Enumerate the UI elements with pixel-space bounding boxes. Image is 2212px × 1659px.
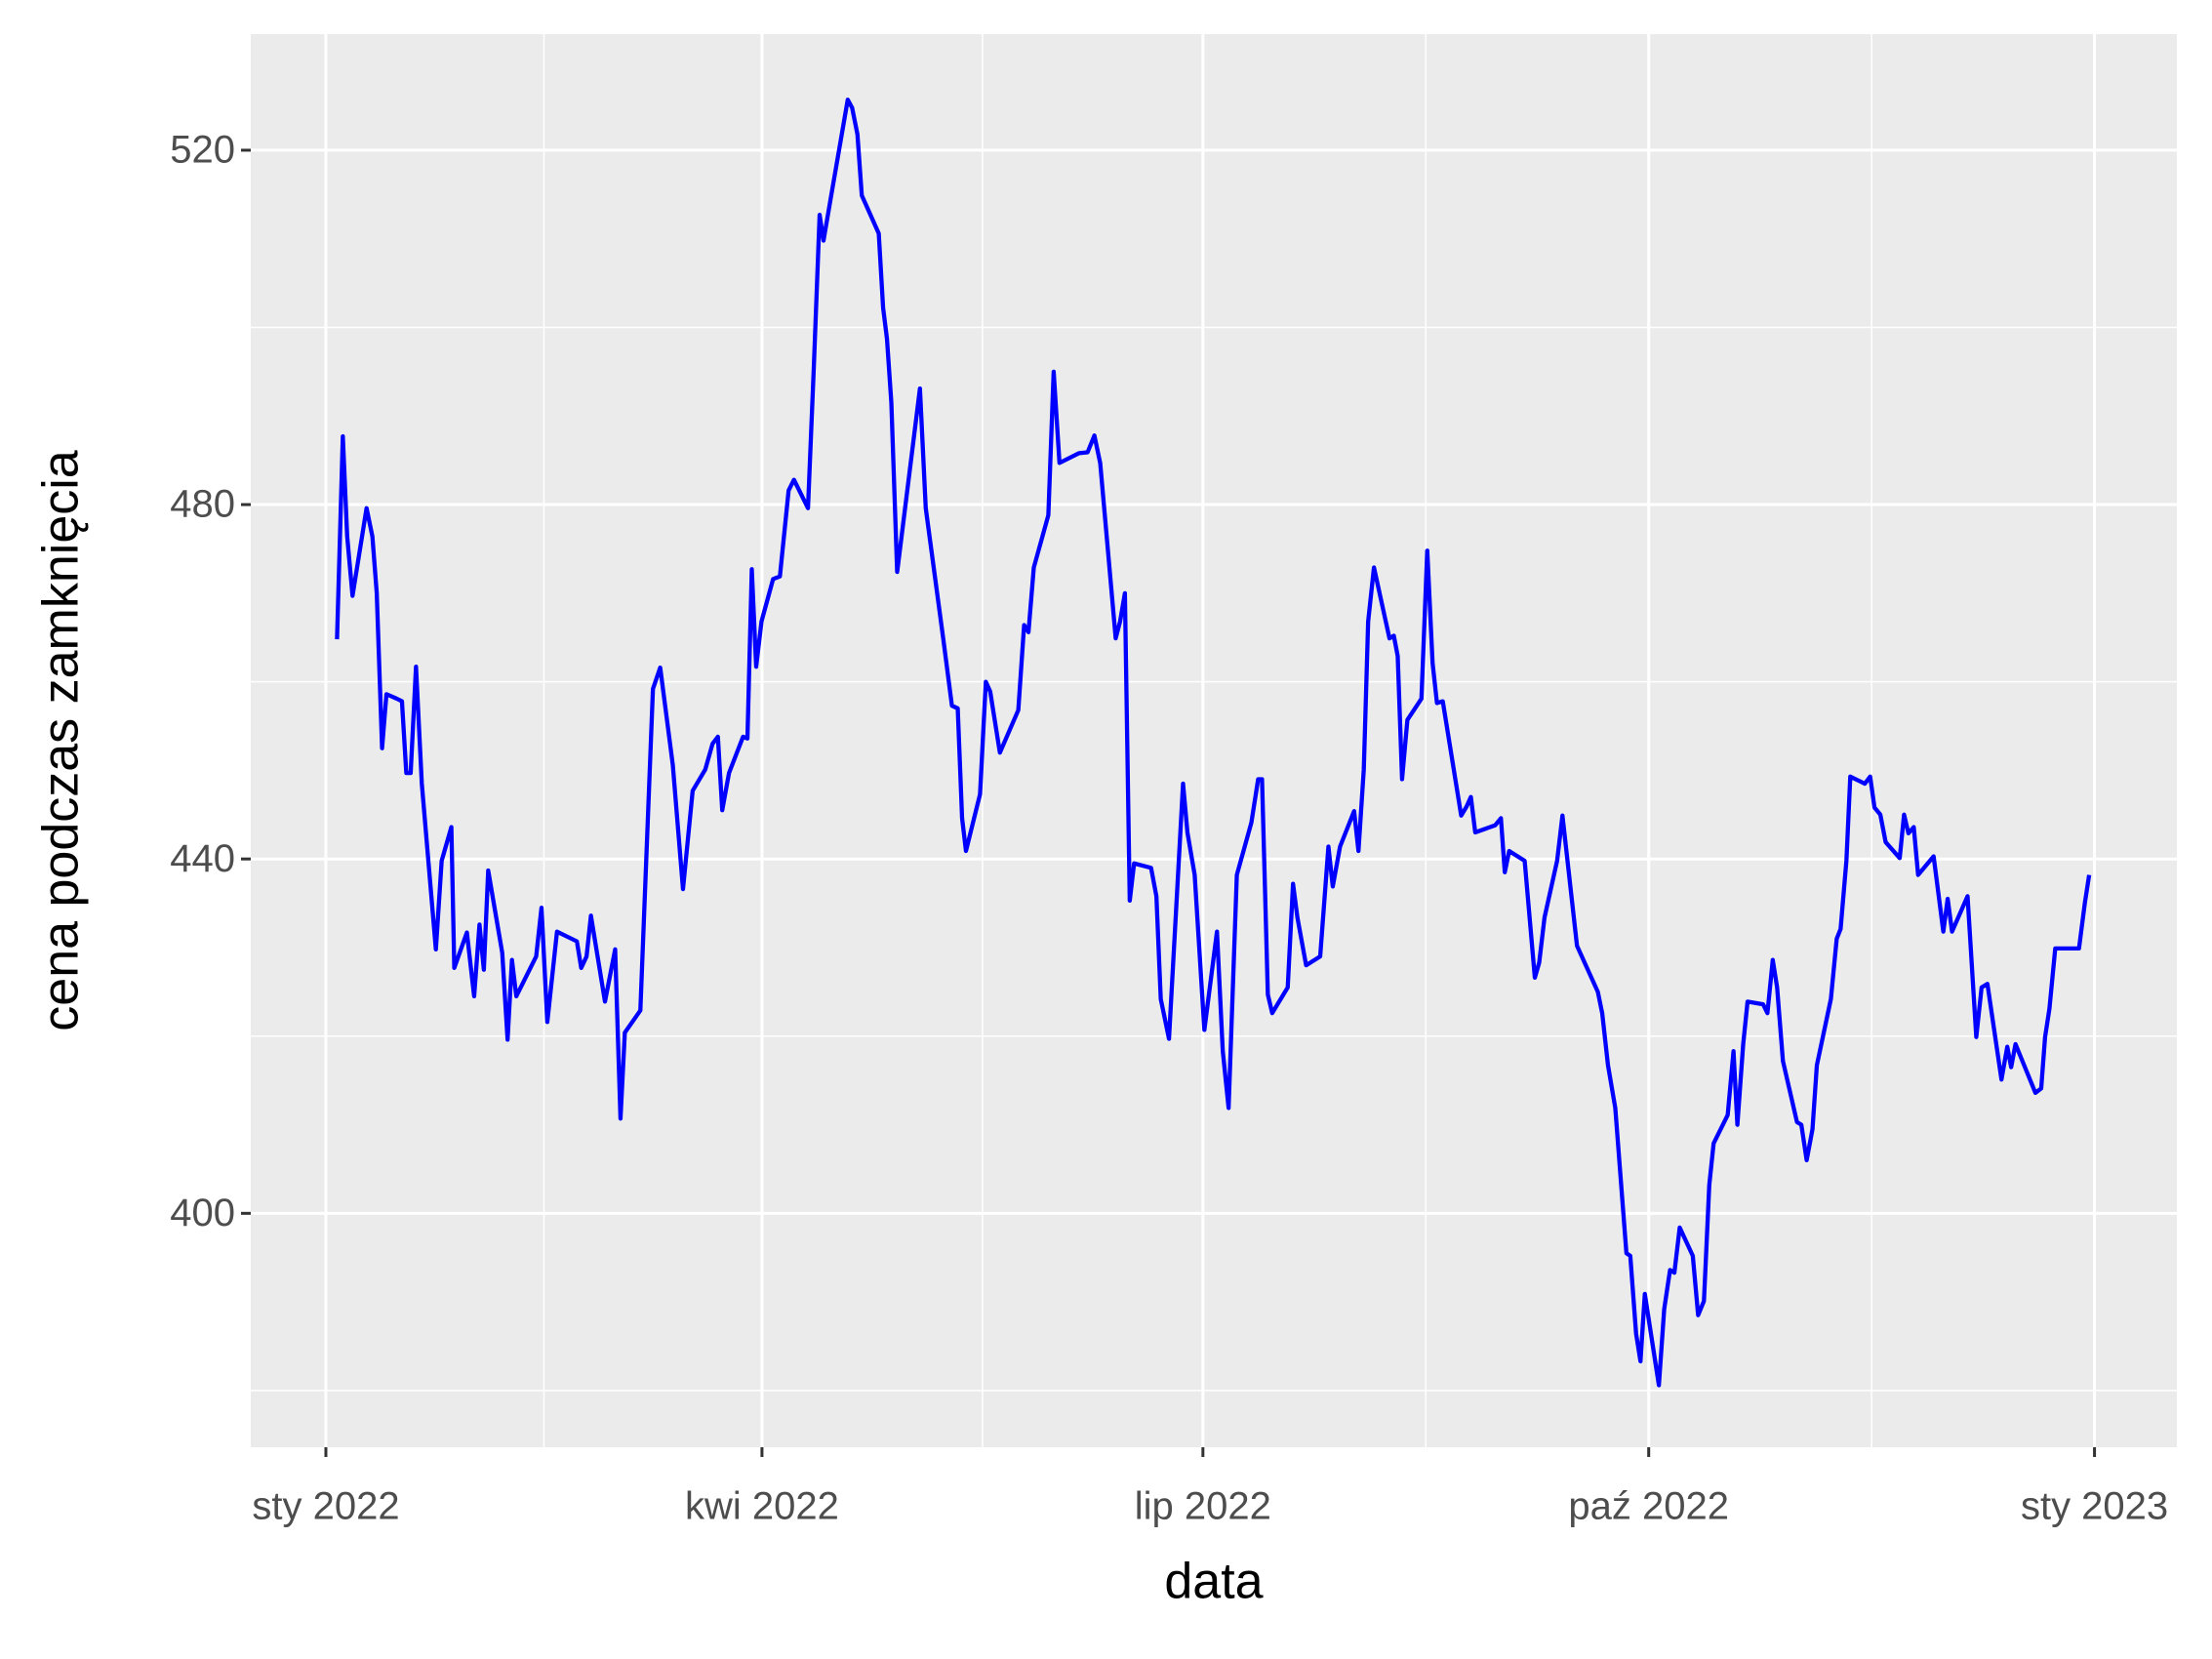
y-tick-label: 520 <box>170 128 235 171</box>
y-tick-label: 400 <box>170 1192 235 1234</box>
x-axis-title: data <box>1164 1554 1263 1610</box>
y-tick-label: 480 <box>170 483 235 526</box>
x-tick-label: paź 2022 <box>1568 1485 1729 1528</box>
plot-panel <box>251 34 2177 1447</box>
x-tick-label: sty 2023 <box>2021 1485 2168 1528</box>
y-tick-label: 440 <box>170 837 235 880</box>
x-tick-label: kwi 2022 <box>685 1485 839 1528</box>
x-tick-label: sty 2022 <box>252 1485 399 1528</box>
y-axis-title: cena podczas zamknięcia <box>33 450 90 1032</box>
data-line <box>335 98 2092 1388</box>
x-tick-label: lip 2022 <box>1135 1485 1271 1528</box>
